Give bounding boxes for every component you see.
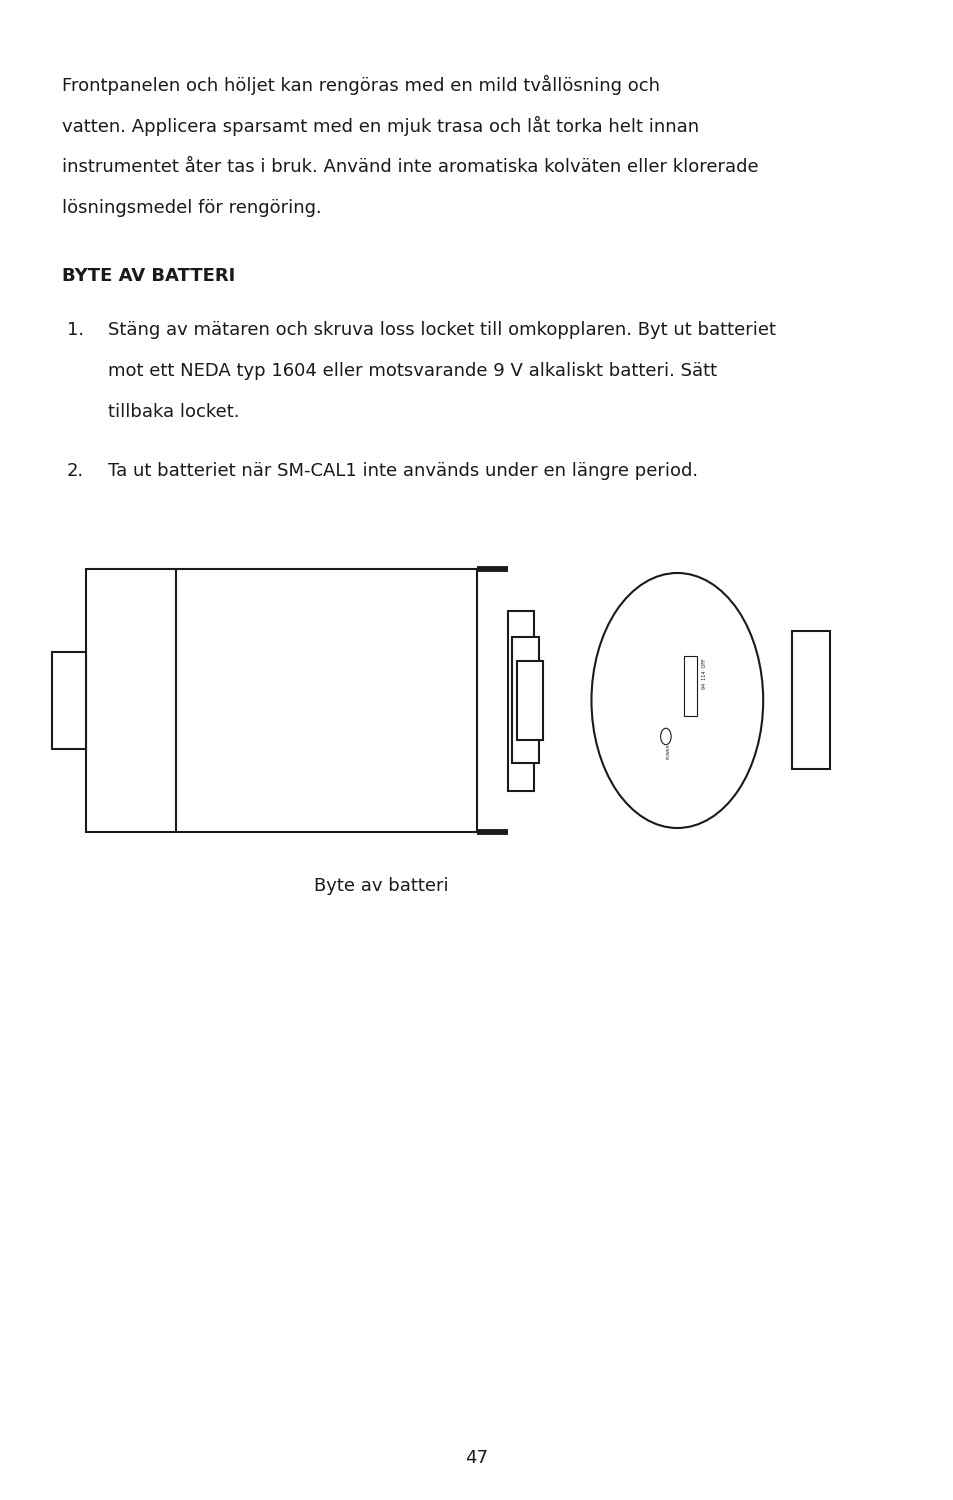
Bar (791, 632, 829, 770)
Text: 1.: 1. (67, 321, 84, 339)
Bar (517, 662, 542, 740)
Text: 94  114  OFF: 94 114 OFF (700, 658, 706, 688)
Text: Byte av batteri: Byte av batteri (314, 876, 449, 894)
Bar (512, 638, 538, 764)
Text: vatten. Applicera sparsamt med en mjuk trasa och låt torka helt innan: vatten. Applicera sparsamt med en mjuk t… (62, 117, 699, 136)
Bar (86, 568, 476, 831)
Bar (507, 610, 534, 791)
Bar (683, 656, 696, 716)
Text: Stäng av mätaren och skruva loss locket till omkopplaren. Byt ut batteriet: Stäng av mätaren och skruva loss locket … (108, 321, 775, 339)
Text: 47: 47 (465, 1449, 488, 1467)
Text: BYTE AV BATTERI: BYTE AV BATTERI (62, 267, 235, 285)
Ellipse shape (591, 573, 762, 828)
Text: lösningsmedel för rengöring.: lösningsmedel för rengöring. (62, 200, 321, 217)
Circle shape (659, 729, 670, 746)
Text: instrumentet åter tas i bruk. Använd inte aromatiska kolväten eller klorerade: instrumentet åter tas i bruk. Använd int… (62, 158, 758, 176)
Text: Frontpanelen och höljet kan rengöras med en mild tvållösning och: Frontpanelen och höljet kan rengöras med… (62, 75, 659, 94)
Text: 2.: 2. (67, 462, 84, 480)
Bar (52, 652, 86, 748)
Text: Ta ut batteriet när SM-CAL1 inte används under en längre period.: Ta ut batteriet när SM-CAL1 inte används… (108, 462, 698, 480)
Text: POWER: POWER (666, 744, 670, 759)
Text: tillbaka locket.: tillbaka locket. (108, 404, 239, 422)
Text: mot ett NEDA typ 1604 eller motsvarande 9 V alkaliskt batteri. Sätt: mot ett NEDA typ 1604 eller motsvarande … (108, 362, 716, 380)
